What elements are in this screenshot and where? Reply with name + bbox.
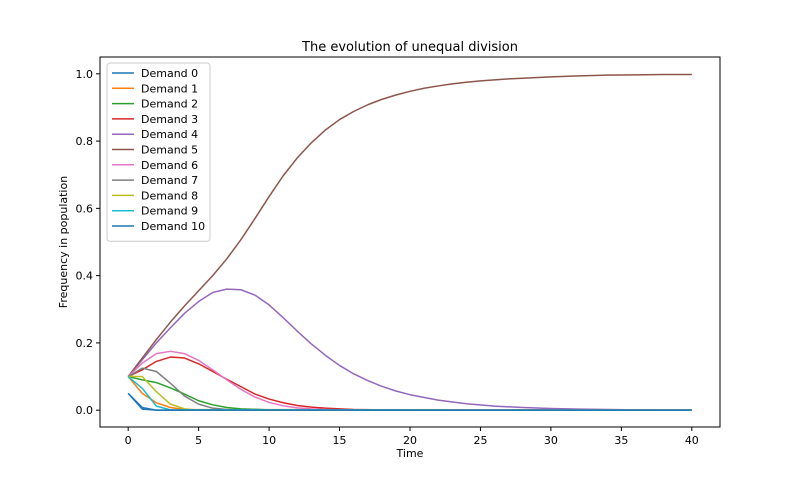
series-line-5: [127, 73, 692, 378]
x-tick-label: 0: [125, 434, 132, 447]
x-tick-label: 30: [544, 434, 558, 447]
x-tick-label: 20: [403, 434, 417, 447]
series-line-6: [127, 350, 692, 411]
x-axis-ticks: 0 5 10 15 20 25 30 35 40: [125, 427, 699, 447]
y-tick-label: 0.4: [76, 270, 94, 283]
legend-label-0: Demand 0: [141, 67, 198, 80]
y-tick-label: 0.6: [76, 202, 94, 215]
x-tick-label: 25: [473, 434, 487, 447]
y-tick-label: 0.2: [76, 337, 94, 350]
legend-label-3: Demand 3: [141, 113, 198, 126]
legend-label-8: Demand 8: [141, 189, 198, 202]
legend-label-9: Demand 9: [141, 205, 198, 218]
legend-label-2: Demand 2: [141, 98, 198, 111]
x-tick-label: 5: [195, 434, 202, 447]
legend-label-10: Demand 10: [141, 220, 205, 233]
legend-box: [106, 62, 211, 242]
y-tick-label: 0.0: [76, 404, 94, 417]
series-layer: [127, 73, 692, 411]
y-axis-label: Frequency in population: [57, 176, 70, 308]
legend-label-7: Demand 7: [141, 174, 198, 187]
legend-label-6: Demand 6: [141, 159, 198, 172]
x-tick-label: 15: [333, 434, 347, 447]
series-line-4: [127, 288, 692, 411]
series-line-10: [127, 392, 692, 411]
y-axis-ticks: 0.0 0.2 0.4 0.6 0.8 1.0: [76, 68, 100, 417]
y-tick-label: 1.0: [76, 68, 94, 81]
x-axis-label: Time: [396, 447, 424, 460]
y-tick-label: 0.8: [76, 135, 94, 148]
x-tick-label: 40: [685, 434, 699, 447]
legend-label-1: Demand 1: [141, 82, 198, 95]
legend-label-4: Demand 4: [141, 128, 198, 141]
x-tick-label: 10: [262, 434, 276, 447]
x-tick-label: 35: [614, 434, 628, 447]
legend: Demand 0 Demand 1 Demand 2 Demand 3 Demand 4…: [106, 62, 211, 242]
legend-label-5: Demand 5: [141, 144, 198, 157]
chart-title: The evolution of unequal division: [301, 40, 518, 55]
